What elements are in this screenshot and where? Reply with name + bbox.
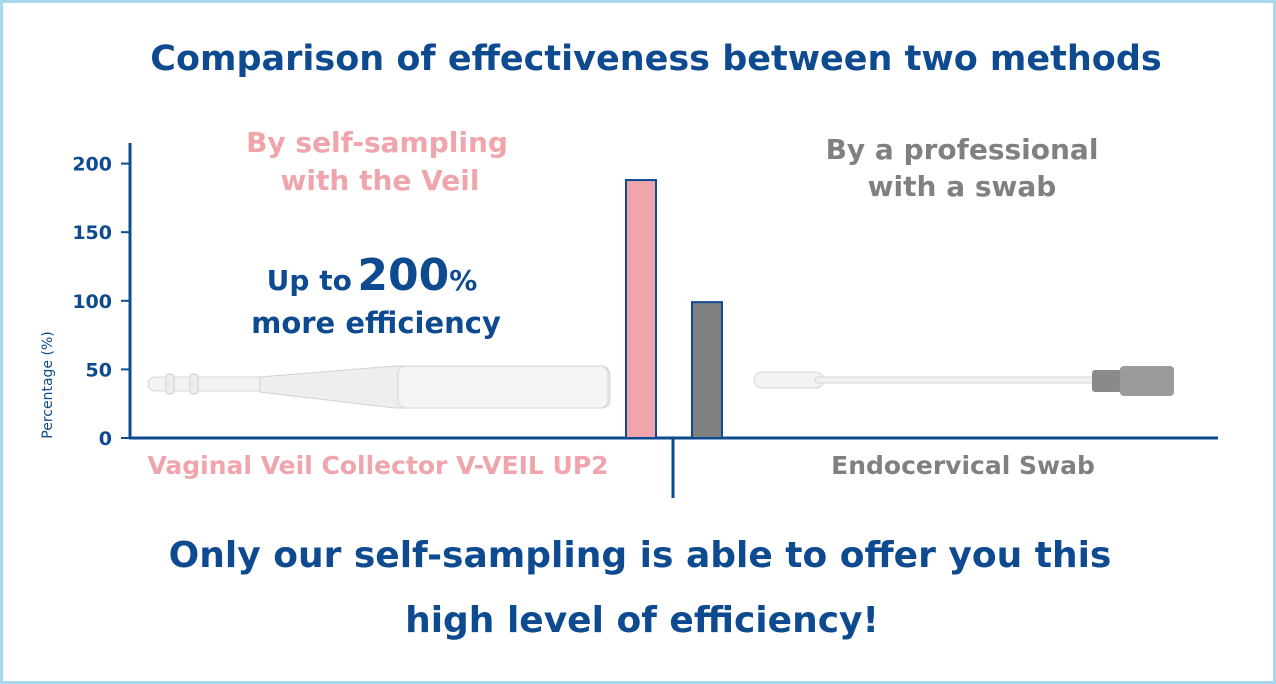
footer-line: high level of efficiency! [405,600,879,641]
chart-title: Comparison of effectiveness between two … [150,39,1161,79]
x-category-label: Endocervical Swab [831,451,1095,480]
y-axis-label: Percentage (%) [40,331,56,438]
highlight-number: 200 [357,250,449,301]
method-label: with a swab [868,170,1057,203]
method-label: By a professional [826,133,1099,166]
y-tick-label: 150 [72,222,112,244]
y-tick-label: 0 [99,428,112,450]
highlight: Up to 200% [267,250,478,301]
y-tick-label: 200 [72,154,112,176]
bar [625,179,657,439]
x-category-label: Vaginal Veil Collector V-VEIL UP2 [147,451,608,480]
highlight-unit: % [449,264,477,297]
veil-device [147,365,611,409]
y-tick-label: 50 [86,359,112,381]
highlight-suffix: more efficiency [251,306,501,340]
swab-device [753,366,1174,396]
bar [691,301,723,439]
y-tick-label: 100 [72,291,112,313]
method-label: By self-sampling [246,126,508,159]
footer-line: Only our self-sampling is able to offer … [169,535,1112,576]
highlight-prefix: Up to [267,264,352,297]
method-label: with the Veil [281,164,480,197]
